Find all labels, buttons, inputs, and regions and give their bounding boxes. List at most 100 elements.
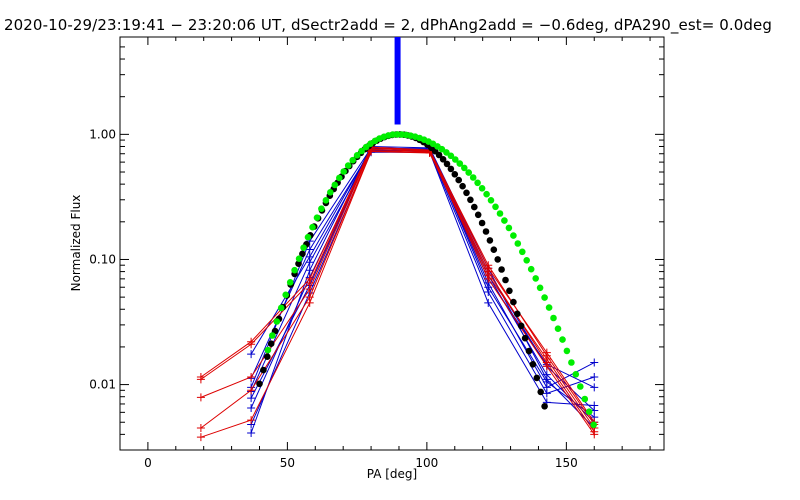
data-point-marker [196, 393, 205, 402]
x-tick-label: 150 [555, 456, 578, 470]
fit-point [521, 334, 529, 342]
fit-point [510, 298, 517, 306]
x-tick-label: 0 [144, 456, 152, 470]
fit-point [451, 171, 459, 178]
fit-point [529, 361, 537, 368]
y-tick-label: 1.00 [89, 127, 116, 141]
fit-point [447, 152, 455, 160]
data-point-marker [542, 389, 551, 398]
data-point-marker [305, 298, 314, 307]
fit-point [572, 371, 580, 378]
fit-point [309, 223, 316, 231]
fit-point [264, 346, 272, 354]
fit-point [478, 219, 486, 227]
fit-point [269, 332, 276, 339]
fit-point [532, 275, 539, 282]
data-point-marker [247, 372, 256, 381]
fit-point [501, 217, 508, 224]
fit-point [443, 149, 450, 156]
fit-point [523, 257, 530, 264]
fit-point [447, 165, 455, 173]
fit-point [471, 203, 478, 211]
data-point-marker [542, 377, 551, 386]
fit-point [349, 156, 357, 164]
x-tick-label: 50 [280, 456, 295, 470]
series-line [250, 148, 595, 418]
fit-point [536, 284, 544, 292]
fit-point [304, 233, 312, 241]
fit-point [318, 205, 325, 212]
fit-point [498, 266, 505, 273]
data-point-marker [590, 372, 599, 381]
fit-point [267, 340, 275, 348]
fit-point [435, 151, 443, 159]
fit-point [459, 182, 466, 190]
series-blue-6 [247, 148, 599, 429]
fit-point [452, 156, 459, 163]
fit-point [273, 318, 281, 325]
fit-point [483, 190, 490, 198]
fit-point [456, 160, 464, 167]
data-point-marker [196, 372, 205, 381]
data-point-marker [247, 429, 256, 438]
green-fit [264, 131, 597, 429]
fit-point [336, 174, 343, 182]
data-point-marker [305, 245, 314, 254]
fit-point [577, 383, 584, 390]
fit-point [264, 353, 271, 361]
y-tick-label: 0.10 [89, 252, 116, 266]
data-point-marker [484, 261, 493, 270]
fit-point [469, 174, 477, 181]
fit-point [486, 237, 494, 244]
fit-point [461, 164, 468, 172]
fit-point [563, 347, 571, 355]
fit-point [502, 276, 509, 284]
series-red-4 [196, 147, 599, 442]
y-axis-label: Normalized Flux [69, 195, 83, 292]
fit-point [358, 147, 365, 155]
data-point-marker [590, 383, 599, 392]
data-point-marker [247, 337, 256, 346]
fit-point [505, 224, 513, 232]
fit-point [313, 214, 321, 221]
fit-point [550, 314, 557, 322]
fit-point [455, 176, 463, 184]
data-point-marker [247, 350, 256, 359]
fit-point [353, 152, 361, 159]
fit-point [474, 211, 482, 219]
fit-point [487, 197, 495, 204]
series-blue-8 [247, 145, 599, 422]
data-point-marker [196, 423, 205, 432]
x-axis-label: PA [deg] [367, 467, 417, 481]
fit-point [474, 179, 481, 187]
fit-point [506, 287, 513, 295]
fit-point [514, 240, 522, 247]
series-line [250, 148, 595, 388]
fit-point [344, 162, 352, 169]
fit-point [443, 160, 451, 168]
fit-point [439, 156, 447, 163]
y-tick-label: 0.01 [89, 378, 116, 392]
data-point-marker [305, 274, 314, 283]
fit-point [541, 294, 548, 301]
fit-point [510, 232, 517, 239]
fit-point [568, 359, 575, 366]
series-line [200, 150, 595, 438]
plot-frame [119, 36, 665, 451]
data-point-marker [247, 386, 256, 395]
fit-point [525, 347, 533, 355]
fit-point [590, 421, 597, 429]
fit-point [327, 189, 334, 196]
fit-point [519, 248, 526, 256]
fit-point [295, 255, 303, 262]
data-point-marker [590, 427, 599, 436]
data-point-marker [590, 401, 599, 410]
fit-point [585, 408, 593, 416]
fit-point [492, 203, 499, 211]
data-point-marker [305, 258, 314, 267]
fit-point [494, 256, 502, 263]
series-line [200, 150, 595, 435]
x-tick-label: 100 [415, 456, 438, 470]
fit-point [256, 380, 263, 388]
fit-point [545, 304, 553, 311]
